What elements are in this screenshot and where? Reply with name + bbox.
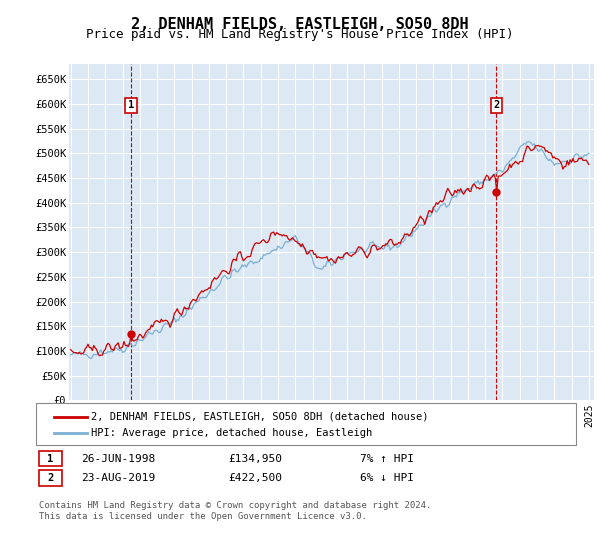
Text: Contains HM Land Registry data © Crown copyright and database right 2024.
This d: Contains HM Land Registry data © Crown c… bbox=[39, 501, 431, 521]
Text: Price paid vs. HM Land Registry's House Price Index (HPI): Price paid vs. HM Land Registry's House … bbox=[86, 28, 514, 41]
Text: 1: 1 bbox=[47, 454, 53, 464]
Text: 2, DENHAM FIELDS, EASTLEIGH, SO50 8DH: 2, DENHAM FIELDS, EASTLEIGH, SO50 8DH bbox=[131, 17, 469, 32]
Text: £134,950: £134,950 bbox=[228, 454, 282, 464]
Text: 7% ↑ HPI: 7% ↑ HPI bbox=[360, 454, 414, 464]
Text: 1: 1 bbox=[128, 100, 134, 110]
Text: 2: 2 bbox=[493, 100, 500, 110]
Text: 2: 2 bbox=[47, 473, 53, 483]
Text: £422,500: £422,500 bbox=[228, 473, 282, 483]
Text: 23-AUG-2019: 23-AUG-2019 bbox=[81, 473, 155, 483]
Text: HPI: Average price, detached house, Eastleigh: HPI: Average price, detached house, East… bbox=[91, 428, 373, 438]
Text: 2, DENHAM FIELDS, EASTLEIGH, SO50 8DH (detached house): 2, DENHAM FIELDS, EASTLEIGH, SO50 8DH (d… bbox=[91, 412, 428, 422]
Text: 26-JUN-1998: 26-JUN-1998 bbox=[81, 454, 155, 464]
Text: 6% ↓ HPI: 6% ↓ HPI bbox=[360, 473, 414, 483]
